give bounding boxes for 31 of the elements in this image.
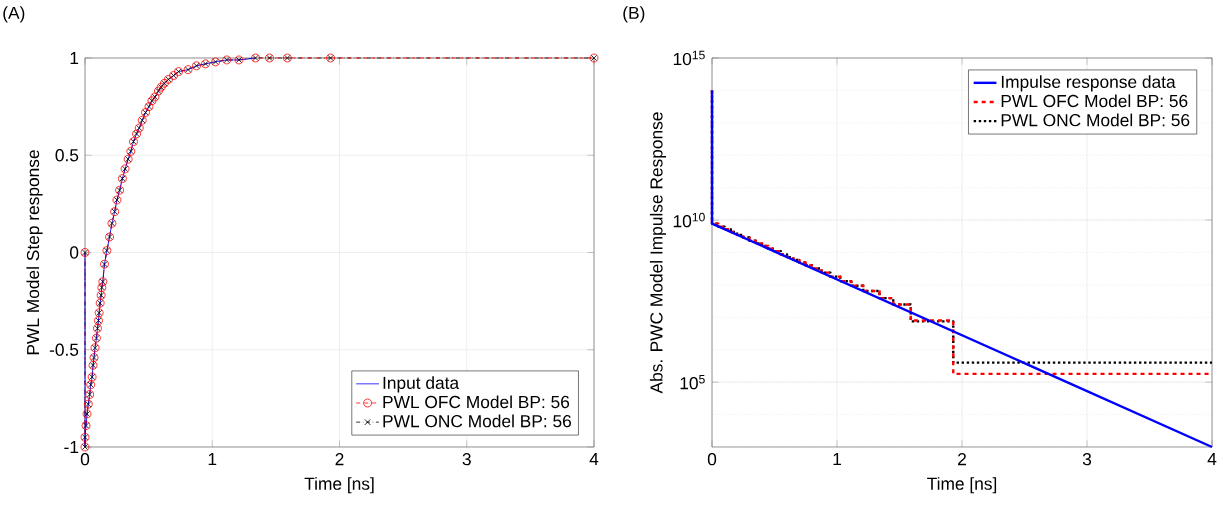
line-series	[84, 57, 256, 448]
x-tick-label: 4	[589, 453, 599, 465]
y-axis-title: PWL Model Step response	[26, 150, 43, 355]
x-tick-label: 2	[958, 453, 966, 466]
x-tick-label: 2	[335, 453, 344, 466]
x-tick-label: 3	[1082, 453, 1092, 466]
chart-title: (A)	[3, 6, 25, 23]
y-tick-label: -1	[64, 441, 79, 453]
legend-label: Impulse response data	[1001, 75, 1176, 92]
x-tick-label: 0	[707, 453, 717, 466]
y-tick-label: 0.5	[55, 149, 79, 162]
chart-title: (B)	[623, 6, 645, 23]
y-tick-label: 1	[70, 52, 79, 64]
x-tick-label: 3	[462, 453, 471, 466]
legend-label: PWL OFC Model BP: 56	[383, 395, 570, 409]
x-axis-title: Time [ns]	[927, 477, 997, 494]
legend-label: Input data	[383, 376, 460, 393]
y-tick-label: 0	[69, 246, 79, 259]
x-tick-label: 0	[80, 453, 90, 466]
y-tick-label: -0.5	[49, 343, 79, 356]
y-tick-label: 10$^{15}$	[673, 50, 705, 66]
legend-label: PWL ONC Model BP: 56	[383, 414, 572, 428]
y-tick-label: 10$^{10}$	[673, 212, 705, 228]
y-axis-title: Abs. PWC Model Impulse Response	[649, 112, 667, 394]
x-tick-label: 1	[208, 453, 217, 465]
x-axis-title: Time [ns]	[304, 477, 374, 494]
legend-label: PWL ONC Model BP: 56	[1001, 113, 1190, 127]
x-tick-label: 4	[1207, 453, 1217, 465]
legend-label: PWL OFC Model BP: 56	[1001, 94, 1188, 108]
x-tick-label: 1	[833, 453, 841, 465]
y-tick-label: 10$^{5}$	[680, 375, 705, 390]
